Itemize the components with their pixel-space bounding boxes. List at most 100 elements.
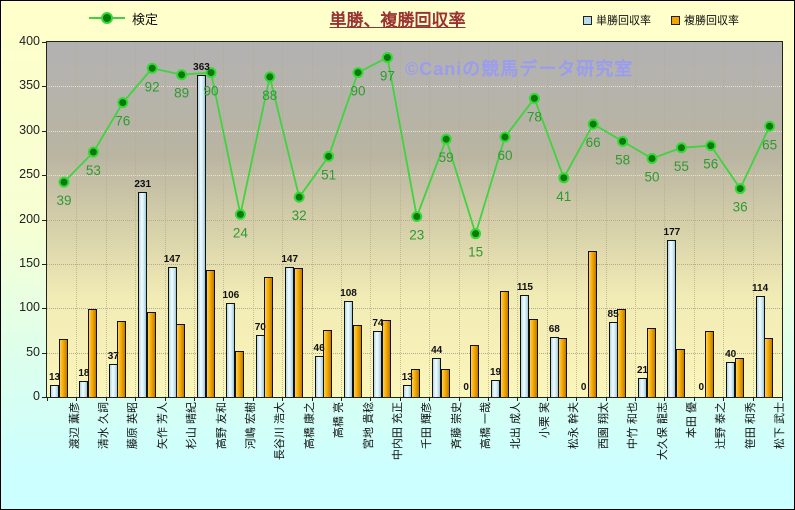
bar-value-label: 13 xyxy=(48,372,61,384)
kentei-value-label: 58 xyxy=(615,152,630,167)
bar-tansho xyxy=(226,302,236,397)
x-axis-tick xyxy=(135,398,137,401)
x-axis-label: 小栗 実 xyxy=(539,402,552,439)
gridline-v xyxy=(164,42,166,397)
chart-title: 単勝、複勝回収率 xyxy=(329,11,466,30)
x-axis-label: 松下 武士 xyxy=(774,402,787,450)
bar-value-label: 0 xyxy=(580,382,587,393)
kentei-marker xyxy=(381,52,393,64)
x-axis-label: 西園 翔太 xyxy=(597,402,610,450)
kentei-marker xyxy=(440,133,452,145)
kentei-value-label: 65 xyxy=(762,137,777,152)
gridline-v xyxy=(488,42,489,397)
y-axis-tick xyxy=(42,86,46,88)
bar-value-label: 147 xyxy=(163,253,181,265)
gridline-v xyxy=(605,42,607,397)
kentei-value-label: 55 xyxy=(674,159,689,174)
legend-bar-series: 単勝回収率 複勝回収率 xyxy=(583,12,739,28)
gridline-h xyxy=(47,263,782,265)
kentei-marker xyxy=(264,71,276,83)
bar-fukusho xyxy=(117,320,127,397)
x-axis-label: 藤原 英昭 xyxy=(127,402,140,450)
y-axis-tick xyxy=(42,175,46,177)
kentei-value-label: 92 xyxy=(145,79,160,94)
x-axis-label: 杉山 晴紀 xyxy=(186,402,199,450)
y-axis-tick xyxy=(42,130,46,132)
y-axis-tick xyxy=(42,263,46,265)
x-axis-label: 清水 久詞 xyxy=(98,402,111,450)
kentei-value-label: 15 xyxy=(468,245,483,260)
plot-area: 39 53 76 92 89 90 24 88 32 51 90 97 23 59 15 60 78 41 66 58… xyxy=(46,41,783,398)
kentei-marker xyxy=(764,120,776,132)
x-axis-label: 松永 幹夫 xyxy=(568,402,581,450)
kentei-value-label: 60 xyxy=(497,148,512,163)
bar-fukusho xyxy=(470,344,480,397)
y-axis-tick xyxy=(42,219,46,221)
gridline-v xyxy=(370,42,372,397)
bar-value-label: 147 xyxy=(281,253,299,265)
x-axis-tick xyxy=(488,398,489,401)
bar-value-label: 108 xyxy=(340,288,357,300)
gridline-v xyxy=(135,42,137,397)
bar-value-label: 0 xyxy=(463,382,469,393)
x-axis-tick xyxy=(341,398,342,401)
bar-fukusho xyxy=(323,329,333,397)
kentei-value-label: 76 xyxy=(115,114,130,129)
bar-value-label: 115 xyxy=(516,281,533,293)
gridline-h xyxy=(47,352,782,354)
x-axis-tick xyxy=(546,398,548,401)
gridline-v xyxy=(723,42,725,397)
kentei-marker xyxy=(323,150,335,162)
legend-line-label: 検定 xyxy=(132,11,159,27)
bar-fukusho xyxy=(264,277,274,397)
y-axis-label: 350 xyxy=(19,78,40,93)
bar-value-label: 40 xyxy=(725,348,737,360)
x-axis-label: 中竹 和也 xyxy=(627,402,640,450)
bar-fukusho xyxy=(381,319,391,397)
gridline-v xyxy=(664,42,666,397)
bar-value-label: 0 xyxy=(698,382,705,393)
x-axis-tick xyxy=(223,398,225,401)
bar-fukusho xyxy=(146,311,156,397)
y-axis-tick xyxy=(42,397,46,398)
gridline-h xyxy=(47,86,782,88)
x-axis-tick xyxy=(252,398,254,401)
x-axis-tick xyxy=(664,398,666,401)
x-axis-label: 辻野 泰之 xyxy=(715,402,728,450)
kentei-marker xyxy=(705,140,717,152)
x-axis-label: 千田 輝彦 xyxy=(421,402,434,450)
kentei-value-label: 51 xyxy=(321,167,336,182)
bar-value-label: 21 xyxy=(636,365,649,377)
kentei-marker xyxy=(528,92,540,104)
gridline-v xyxy=(752,42,754,397)
bar-fukusho xyxy=(87,309,97,397)
bar-fukusho xyxy=(734,357,744,397)
x-axis-tick xyxy=(282,398,284,401)
bar-value-label: 106 xyxy=(222,289,240,301)
x-axis-tick xyxy=(752,398,754,401)
bar-fukusho xyxy=(440,368,450,397)
legend-tansho-label: 単勝回収率 xyxy=(596,15,651,27)
kentei-value-label: 24 xyxy=(233,225,249,240)
bar-fukusho xyxy=(234,350,244,397)
gridline-v xyxy=(693,42,695,397)
kentei-marker xyxy=(411,210,423,222)
gridline-h xyxy=(47,308,782,310)
kentei-marker xyxy=(558,172,570,184)
kentei-marker xyxy=(734,183,746,195)
y-axis-label: 150 xyxy=(19,255,40,270)
bar-fukusho xyxy=(205,270,215,397)
y-axis-tick xyxy=(42,352,46,354)
gridline-v xyxy=(341,42,342,397)
x-axis-label: 矢作 芳人 xyxy=(156,402,169,450)
kentei-marker xyxy=(146,62,158,74)
kentei-value-label: 89 xyxy=(174,86,189,101)
kentei-marker xyxy=(87,146,99,158)
fukusho-swatch-icon xyxy=(671,15,680,25)
kentei-value-label: 36 xyxy=(733,200,748,215)
x-axis-tick xyxy=(458,398,460,401)
gridline-h xyxy=(47,175,782,177)
bar-value-label: 44 xyxy=(431,344,443,356)
gridline-v xyxy=(311,42,313,397)
kentei-marker xyxy=(617,135,629,147)
